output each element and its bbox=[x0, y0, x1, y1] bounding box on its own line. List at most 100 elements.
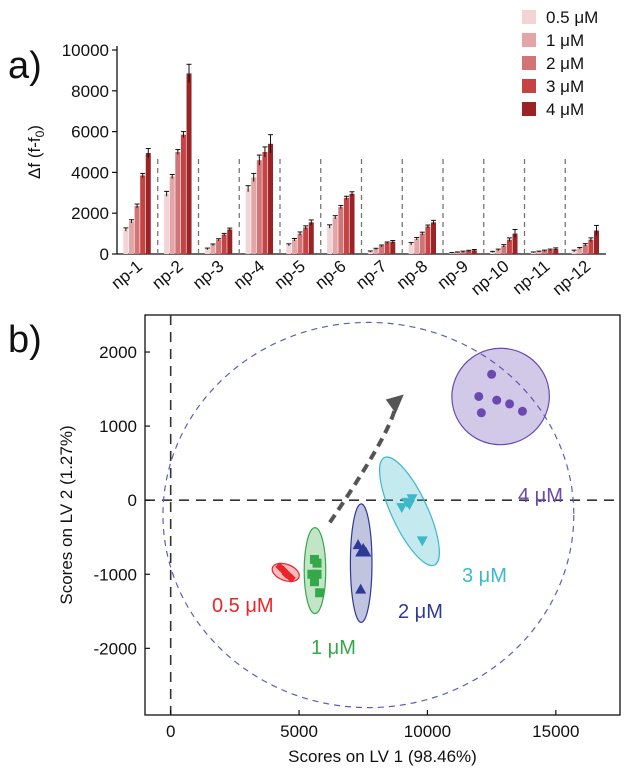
bar bbox=[490, 251, 496, 254]
bar bbox=[547, 249, 553, 254]
bar bbox=[512, 233, 518, 254]
bar bbox=[210, 244, 216, 254]
bar bbox=[186, 73, 192, 255]
trend-arrowhead bbox=[385, 394, 404, 414]
bar bbox=[245, 188, 251, 254]
bar bbox=[594, 230, 600, 254]
group-label: 0.5 μM bbox=[212, 595, 274, 617]
bar bbox=[425, 226, 431, 254]
bar bbox=[262, 152, 268, 254]
x-tick-label: 5000 bbox=[280, 722, 318, 741]
bar bbox=[431, 222, 437, 254]
legend-label: 1 μM bbox=[546, 31, 584, 50]
bar bbox=[175, 152, 181, 254]
bar bbox=[495, 249, 501, 254]
y-tick-label: 0 bbox=[100, 245, 109, 264]
bar bbox=[582, 244, 588, 254]
bar bbox=[553, 248, 559, 254]
legend-swatch bbox=[522, 56, 536, 70]
bar bbox=[466, 250, 472, 254]
data-point bbox=[403, 500, 415, 511]
x-tick-label: np-5 bbox=[271, 257, 309, 293]
bar bbox=[454, 252, 460, 254]
bar bbox=[577, 248, 583, 254]
bar bbox=[128, 221, 134, 254]
data-point bbox=[312, 558, 322, 568]
bar bbox=[588, 239, 594, 254]
y-axis-label: Scores on LV 2 (1.27%) bbox=[57, 425, 76, 604]
x-tick-label: np-9 bbox=[434, 257, 472, 293]
bar bbox=[169, 176, 175, 254]
legend-label: 2 μM bbox=[546, 54, 584, 73]
x-tick-label: 15000 bbox=[532, 722, 579, 741]
x-tick-label: np-1 bbox=[108, 257, 146, 293]
data-point bbox=[309, 577, 319, 587]
data-point bbox=[492, 395, 502, 405]
group-label: 2 μM bbox=[398, 601, 443, 623]
data-point bbox=[355, 583, 367, 594]
bar bbox=[384, 242, 390, 254]
data-point bbox=[487, 369, 497, 379]
group-label: 3 μM bbox=[462, 565, 507, 587]
bar bbox=[286, 244, 292, 254]
bar bbox=[180, 134, 186, 254]
bar bbox=[164, 193, 170, 254]
bar bbox=[204, 248, 210, 254]
legend-label: 3 μM bbox=[546, 77, 584, 96]
data-point bbox=[474, 391, 484, 401]
y-axis-label: Δf (f-f0) bbox=[25, 125, 47, 179]
bar bbox=[327, 226, 333, 254]
bar bbox=[297, 233, 303, 254]
bar bbox=[140, 175, 146, 254]
y-tick-label: 1000 bbox=[99, 417, 137, 436]
bar bbox=[343, 197, 349, 254]
bar bbox=[471, 250, 477, 254]
data-point bbox=[406, 494, 418, 505]
bar bbox=[216, 239, 222, 254]
bar bbox=[449, 252, 455, 254]
y-tick-label: 6000 bbox=[71, 123, 109, 142]
data-point bbox=[315, 588, 325, 598]
legend-label: 0.5 μM bbox=[546, 8, 598, 27]
bar bbox=[227, 229, 233, 254]
group-ellipse bbox=[349, 503, 373, 624]
bar bbox=[268, 143, 274, 254]
bar bbox=[408, 243, 414, 254]
y-tick-label: 8000 bbox=[71, 82, 109, 101]
bar bbox=[506, 239, 512, 254]
data-point bbox=[286, 573, 296, 583]
x-tick-label: 0 bbox=[166, 722, 175, 741]
x-tick-label: np-7 bbox=[352, 257, 390, 293]
x-axis-label: Scores on LV 1 (98.46%) bbox=[288, 747, 477, 766]
bar bbox=[123, 229, 129, 254]
bar bbox=[332, 217, 338, 254]
x-tick-label: np-12 bbox=[549, 257, 595, 300]
x-tick-label: np-2 bbox=[148, 257, 186, 293]
panel-label: a) bbox=[8, 45, 42, 87]
bar bbox=[134, 206, 140, 254]
bar bbox=[379, 245, 385, 254]
bar bbox=[308, 222, 314, 254]
data-point bbox=[280, 567, 290, 577]
bar bbox=[145, 153, 151, 254]
legend-swatch bbox=[522, 102, 536, 116]
data-point bbox=[517, 406, 527, 416]
bar bbox=[460, 251, 466, 254]
group-label: 4 μM bbox=[518, 485, 563, 507]
x-tick-label: np-3 bbox=[189, 257, 227, 293]
bar bbox=[542, 250, 548, 254]
x-tick-label: np-4 bbox=[230, 257, 268, 293]
plot-frame bbox=[144, 314, 621, 716]
confidence-ellipse bbox=[162, 321, 575, 709]
bar bbox=[251, 177, 257, 254]
y-tick-label: 2000 bbox=[99, 343, 137, 362]
data-point bbox=[360, 546, 372, 557]
data-point bbox=[307, 569, 317, 579]
x-tick-label: np-11 bbox=[509, 257, 554, 299]
group-ellipse bbox=[378, 456, 440, 567]
bar bbox=[501, 245, 507, 254]
bar bbox=[536, 251, 542, 254]
trend-arrow bbox=[328, 403, 398, 524]
bar bbox=[373, 248, 379, 254]
